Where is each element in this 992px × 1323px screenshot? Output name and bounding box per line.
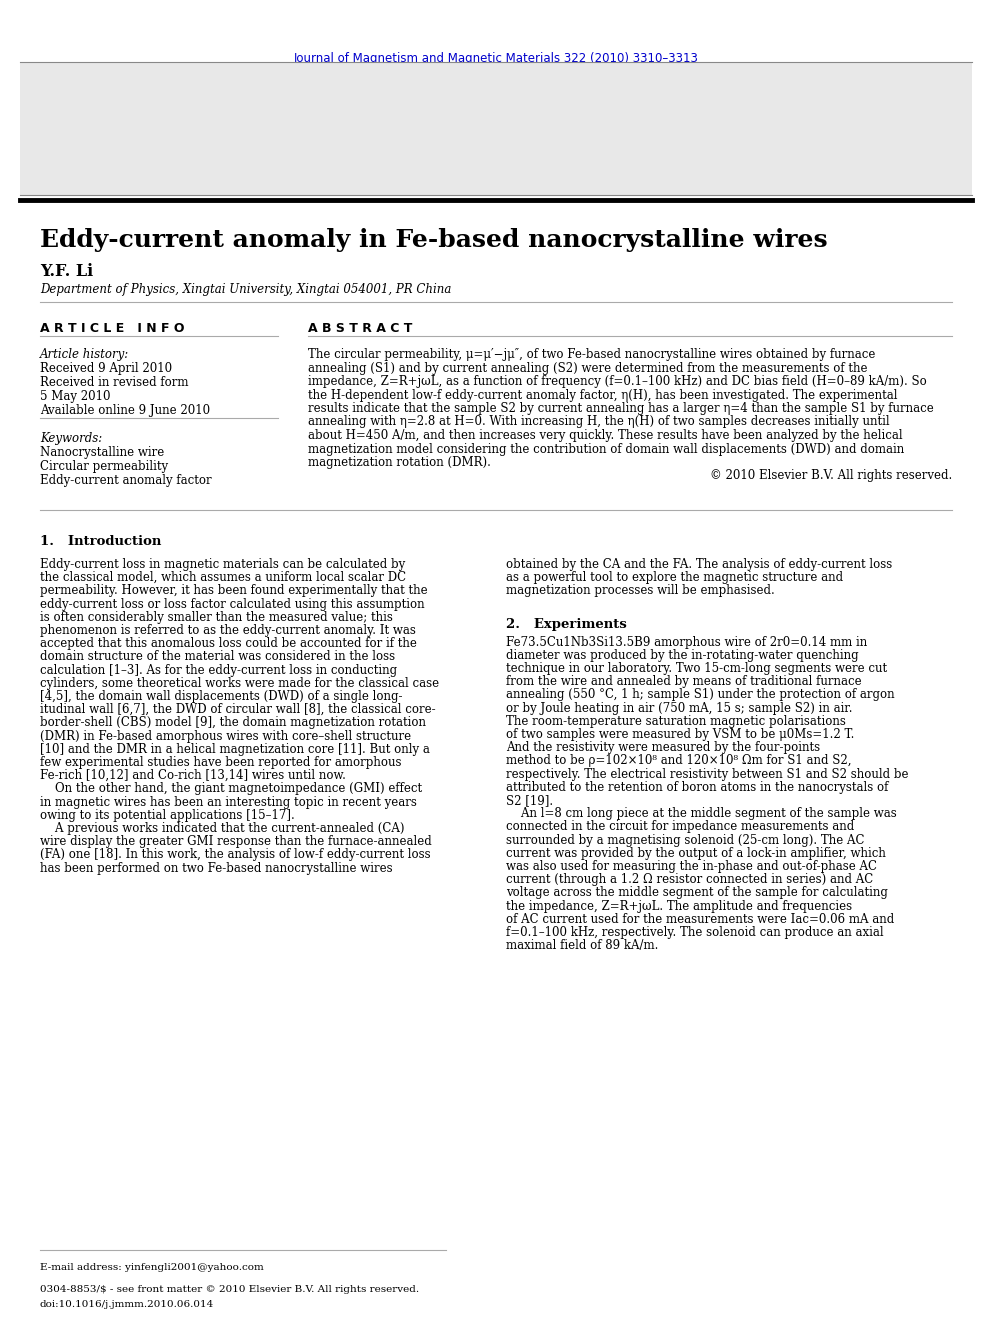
Text: doi:10.1016/j.jmmm.2010.06.014: doi:10.1016/j.jmmm.2010.06.014: [40, 1301, 214, 1308]
Text: Fe-rich [10,12] and Co-rich [13,14] wires until now.: Fe-rich [10,12] and Co-rich [13,14] wire…: [40, 769, 345, 782]
Text: itudinal wall [6,7], the DWD of circular wall [8], the classical core-: itudinal wall [6,7], the DWD of circular…: [40, 704, 435, 716]
Text: Eddy-current anomaly in Fe-based nanocrystalline wires: Eddy-current anomaly in Fe-based nanocry…: [40, 228, 827, 251]
Text: A R T I C L E   I N F O: A R T I C L E I N F O: [40, 321, 185, 335]
Text: S2 [19].: S2 [19].: [506, 794, 554, 807]
Text: from the wire and annealed by means of traditional furnace: from the wire and annealed by means of t…: [506, 675, 861, 688]
Text: Eddy-current loss in magnetic materials can be calculated by: Eddy-current loss in magnetic materials …: [40, 558, 405, 572]
Text: calculation [1–3]. As for the eddy-current loss in conducting: calculation [1–3]. As for the eddy-curre…: [40, 664, 397, 676]
Text: Contents lists available at: Contents lists available at: [329, 78, 496, 91]
Text: impedance, Z=R+jωL, as a function of frequency (f=0.1–100 kHz) and DC bias field: impedance, Z=R+jωL, as a function of fre…: [308, 374, 927, 388]
Text: Y.F. Li: Y.F. Li: [40, 263, 93, 280]
Text: On the other hand, the giant magnetoimpedance (GMI) effect: On the other hand, the giant magnetoimpe…: [40, 782, 422, 795]
Text: Received in revised form: Received in revised form: [40, 376, 188, 389]
Text: (DMR) in Fe-based amorphous wires with core–shell structure: (DMR) in Fe-based amorphous wires with c…: [40, 729, 411, 742]
Text: 1.   Introduction: 1. Introduction: [40, 534, 161, 548]
Text: © 2010 Elsevier B.V. All rights reserved.: © 2010 Elsevier B.V. All rights reserved…: [710, 470, 952, 483]
Text: wire display the greater GMI response than the furnace-annealed: wire display the greater GMI response th…: [40, 835, 432, 848]
Text: connected in the circuit for impedance measurements and: connected in the circuit for impedance m…: [506, 820, 854, 833]
Text: annealing (S1) and by current annealing (S2) were determined from the measuremen: annealing (S1) and by current annealing …: [308, 361, 867, 374]
Text: magnetization processes will be emphasised.: magnetization processes will be emphasis…: [506, 585, 775, 598]
Text: magnetization model considering the contribution of domain wall displacements (D: magnetization model considering the cont…: [308, 442, 904, 455]
Text: diameter was produced by the in-rotating-water quenching: diameter was produced by the in-rotating…: [506, 648, 858, 662]
Text: cylinders, some theoretical works were made for the classical case: cylinders, some theoretical works were m…: [40, 677, 438, 689]
Text: has been performed on two Fe-based nanocrystalline wires: has been performed on two Fe-based nanoc…: [40, 861, 392, 875]
Text: current was provided by the output of a lock-in amplifier, which: current was provided by the output of a …: [506, 847, 886, 860]
Text: Journal of Magnetism and Magnetic Materials 322 (2010) 3310–3313: Journal of Magnetism and Magnetic Materi…: [294, 52, 698, 65]
Text: technique in our laboratory. Two 15-cm-long segments were cut: technique in our laboratory. Two 15-cm-l…: [506, 662, 887, 675]
Text: maximal field of 89 kA/m.: maximal field of 89 kA/m.: [506, 939, 659, 953]
Text: 5 May 2010: 5 May 2010: [40, 390, 110, 404]
Text: the classical model, which assumes a uniform local scalar DC: the classical model, which assumes a uni…: [40, 572, 406, 585]
Text: The room-temperature saturation magnetic polarisations: The room-temperature saturation magnetic…: [506, 714, 846, 728]
Text: about H=450 A/m, and then increases very quickly. These results have been analyz: about H=450 A/m, and then increases very…: [308, 429, 902, 442]
Text: owing to its potential applications [15–17].: owing to its potential applications [15–…: [40, 808, 295, 822]
Text: border-shell (CBS) model [9], the domain magnetization rotation: border-shell (CBS) model [9], the domain…: [40, 716, 426, 729]
Text: E-mail address: yinfengli2001@yahoo.com: E-mail address: yinfengli2001@yahoo.com: [40, 1263, 264, 1271]
Text: few experimental studies have been reported for amorphous: few experimental studies have been repor…: [40, 755, 401, 769]
Text: ScienceDirect: ScienceDirect: [496, 78, 582, 91]
Text: journal homepage:: journal homepage:: [366, 165, 496, 179]
Text: Keywords:: Keywords:: [40, 433, 102, 445]
Text: And the resistivity were measured by the four-points: And the resistivity were measured by the…: [506, 741, 820, 754]
Text: current (through a 1.2 Ω resistor connected in series) and AC: current (through a 1.2 Ω resistor connec…: [506, 873, 873, 886]
Text: the H-dependent low-f eddy-current anomaly factor, η(H), has been investigated. : the H-dependent low-f eddy-current anoma…: [308, 389, 897, 401]
Text: domain structure of the material was considered in the loss: domain structure of the material was con…: [40, 651, 395, 663]
Text: f=0.1–100 kHz, respectively. The solenoid can produce an axial: f=0.1–100 kHz, respectively. The solenoi…: [506, 926, 884, 939]
Text: Fe73.5Cu1Nb3Si13.5B9 amorphous wire of 2r0=0.14 mm in: Fe73.5Cu1Nb3Si13.5B9 amorphous wire of 2…: [506, 635, 867, 648]
Text: www.elsevier.com/locate/jmmm: www.elsevier.com/locate/jmmm: [496, 165, 707, 179]
Text: eddy-current loss or loss factor calculated using this assumption: eddy-current loss or loss factor calcula…: [40, 598, 425, 611]
Text: Circular permeability: Circular permeability: [40, 460, 168, 474]
Text: in magnetic wires has been an interesting topic in recent years: in magnetic wires has been an interestin…: [40, 795, 417, 808]
Text: attributed to the retention of boron atoms in the nanocrystals of: attributed to the retention of boron ato…: [506, 781, 888, 794]
Text: as a powerful tool to explore the magnetic structure and: as a powerful tool to explore the magnet…: [506, 572, 843, 585]
Text: voltage across the middle segment of the sample for calculating: voltage across the middle segment of the…: [506, 886, 888, 900]
Text: annealing with η=2.8 at H=0. With increasing H, the η(H) of two samples decrease: annealing with η=2.8 at H=0. With increa…: [308, 415, 889, 429]
Text: Department of Physics, Xingtai University, Xingtai 054001, PR China: Department of Physics, Xingtai Universit…: [40, 283, 451, 296]
Text: obtained by the CA and the FA. The analysis of eddy-current loss: obtained by the CA and the FA. The analy…: [506, 558, 892, 572]
Text: 0304-8853/$ - see front matter © 2010 Elsevier B.V. All rights reserved.: 0304-8853/$ - see front matter © 2010 El…: [40, 1285, 419, 1294]
Text: Available online 9 June 2010: Available online 9 June 2010: [40, 404, 209, 417]
Text: Journal of Magnetism and Magnetic Materials: Journal of Magnetism and Magnetic Materi…: [154, 105, 838, 130]
Text: surrounded by a magnetising solenoid (25-cm long). The AC: surrounded by a magnetising solenoid (25…: [506, 833, 864, 847]
Text: was also used for measuring the in-phase and out-of-phase AC: was also used for measuring the in-phase…: [506, 860, 877, 873]
Text: [10] and the DMR in a helical magnetization core [11]. But only a: [10] and the DMR in a helical magnetizat…: [40, 742, 430, 755]
Text: (FA) one [18]. In this work, the analysis of low-f eddy-current loss: (FA) one [18]. In this work, the analysi…: [40, 848, 431, 861]
Text: A previous works indicated that the current-annealed (CA): A previous works indicated that the curr…: [40, 822, 404, 835]
Text: annealing (550 °C, 1 h; sample S1) under the protection of argon: annealing (550 °C, 1 h; sample S1) under…: [506, 688, 895, 701]
Text: [4,5], the domain wall displacements (DWD) of a single long-: [4,5], the domain wall displacements (DW…: [40, 691, 402, 703]
Text: An l=8 cm long piece at the middle segment of the sample was: An l=8 cm long piece at the middle segme…: [506, 807, 897, 820]
Text: or by Joule heating in air (750 mA, 15 s; sample S2) in air.: or by Joule heating in air (750 mA, 15 s…: [506, 701, 852, 714]
Text: accepted that this anomalous loss could be accounted for if the: accepted that this anomalous loss could …: [40, 638, 417, 650]
Text: permeability. However, it has been found experimentally that the: permeability. However, it has been found…: [40, 585, 428, 598]
Text: The circular permeability, μ=μ′−jμ″, of two Fe-based nanocrystalline wires obtai: The circular permeability, μ=μ′−jμ″, of …: [308, 348, 875, 361]
Text: results indicate that the sample S2 by current annealing has a larger η=4 than t: results indicate that the sample S2 by c…: [308, 402, 933, 415]
Text: is often considerably smaller than the measured value; this: is often considerably smaller than the m…: [40, 611, 393, 624]
Text: of two samples were measured by VSM to be μ0Ms=1.2 T.: of two samples were measured by VSM to b…: [506, 728, 854, 741]
Text: method to be ρ=102×10⁸ and 120×10⁸ Ωm for S1 and S2,: method to be ρ=102×10⁸ and 120×10⁸ Ωm fo…: [506, 754, 851, 767]
Text: the impedance, Z=R+jωL. The amplitude and frequencies: the impedance, Z=R+jωL. The amplitude an…: [506, 900, 852, 913]
Text: 2.   Experiments: 2. Experiments: [506, 618, 627, 631]
Text: of AC current used for the measurements were Iac=0.06 mA and: of AC current used for the measurements …: [506, 913, 894, 926]
Text: Eddy-current anomaly factor: Eddy-current anomaly factor: [40, 474, 211, 487]
Text: Nanocrystalline wire: Nanocrystalline wire: [40, 446, 164, 459]
Text: magnetization rotation (DMR).: magnetization rotation (DMR).: [308, 456, 490, 468]
Text: Received 9 April 2010: Received 9 April 2010: [40, 363, 172, 374]
Text: phenomenon is referred to as the eddy-current anomaly. It was: phenomenon is referred to as the eddy-cu…: [40, 624, 416, 636]
Text: respectively. The electrical resistivity between S1 and S2 should be: respectively. The electrical resistivity…: [506, 767, 909, 781]
Text: Article history:: Article history:: [40, 348, 129, 361]
Text: A B S T R A C T: A B S T R A C T: [308, 321, 412, 335]
